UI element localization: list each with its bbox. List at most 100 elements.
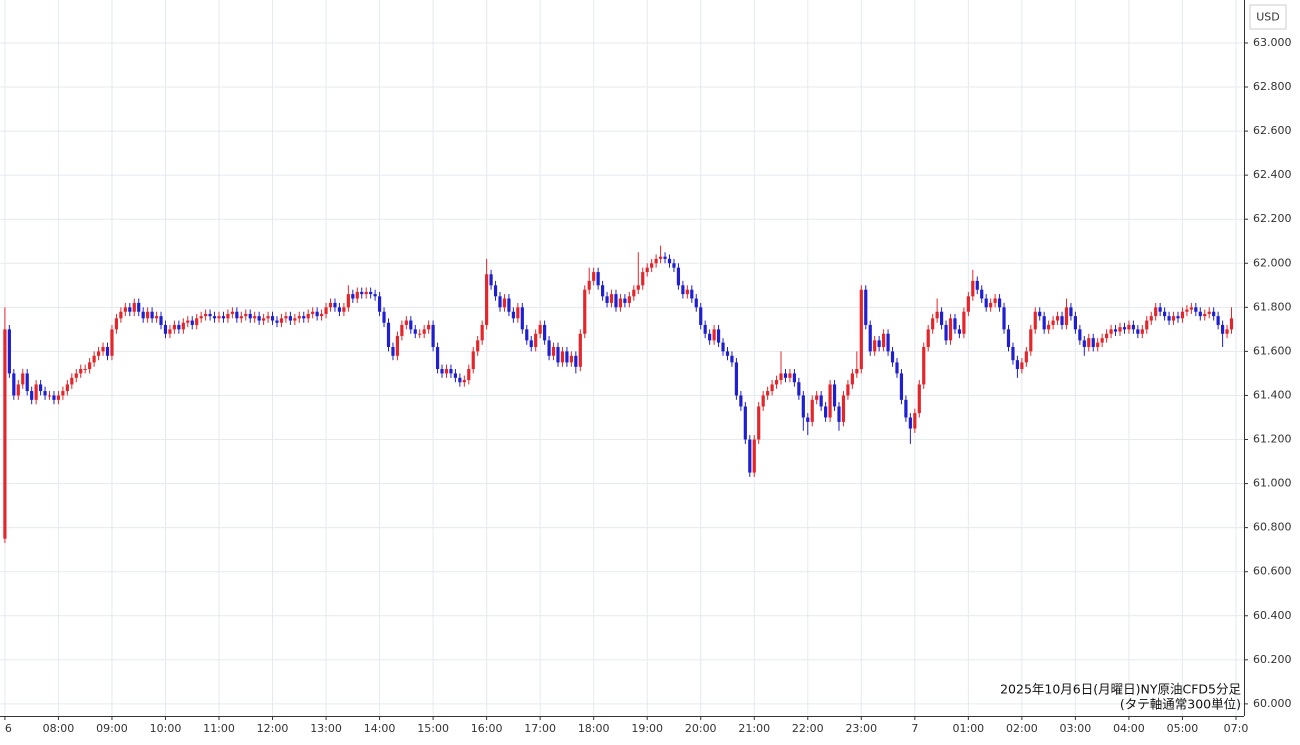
candle-body bbox=[1078, 329, 1082, 341]
candle-body bbox=[422, 329, 426, 334]
candle-body bbox=[38, 384, 43, 392]
candle-body bbox=[467, 369, 471, 381]
candle-body bbox=[1158, 307, 1162, 312]
candle-body bbox=[163, 324, 168, 334]
candle-body bbox=[400, 324, 404, 336]
y-tick-label: 60.200 bbox=[1253, 653, 1292, 666]
candle-body bbox=[725, 351, 730, 356]
candle-body bbox=[248, 313, 252, 319]
candle-body bbox=[386, 322, 391, 347]
candle-body bbox=[783, 373, 788, 378]
candle-body bbox=[1069, 307, 1073, 317]
candle-body bbox=[92, 355, 96, 363]
candle-body bbox=[551, 346, 556, 356]
candle-body bbox=[311, 311, 315, 314]
candle-body bbox=[172, 324, 177, 330]
candle-body bbox=[253, 316, 257, 319]
candle-body bbox=[650, 263, 654, 268]
candle-body bbox=[815, 395, 819, 400]
candle-body bbox=[132, 302, 136, 312]
candle-body bbox=[774, 380, 779, 385]
candle-body bbox=[440, 369, 444, 374]
candle-body bbox=[453, 373, 458, 378]
candle-body bbox=[583, 289, 587, 334]
candle-body bbox=[801, 395, 805, 418]
candle-body bbox=[502, 298, 507, 308]
candle-body bbox=[810, 399, 814, 422]
x-tick-label: 16:00 bbox=[471, 722, 503, 735]
y-tick-label: 63.000 bbox=[1253, 36, 1292, 49]
candle-body bbox=[1220, 324, 1225, 334]
candle-body bbox=[1113, 329, 1118, 332]
candle-body bbox=[1136, 329, 1140, 334]
grid bbox=[0, 0, 1248, 720]
candle-body bbox=[337, 307, 342, 312]
x-tick-label: 10:00 bbox=[150, 722, 182, 735]
candle-body bbox=[212, 316, 217, 319]
x-tick-label: 17:00 bbox=[524, 722, 556, 735]
candle-body bbox=[757, 406, 761, 440]
x-tick-label: 14:00 bbox=[364, 722, 396, 735]
y-tick-label: 62.600 bbox=[1253, 124, 1292, 137]
candle-body bbox=[1176, 316, 1180, 319]
y-tick-label: 60.600 bbox=[1253, 565, 1292, 578]
y-tick-label: 61.600 bbox=[1253, 344, 1292, 357]
candle-body bbox=[154, 316, 159, 319]
candle-body bbox=[797, 382, 801, 396]
candle-body bbox=[819, 395, 823, 407]
candle-body bbox=[846, 384, 850, 396]
candle-body bbox=[369, 291, 373, 295]
annotation: 2025年10月6日(月曜日)NY原油CFD5分足 bbox=[1000, 682, 1241, 697]
candle-body bbox=[217, 316, 221, 319]
candle-body bbox=[761, 395, 765, 407]
candle-body bbox=[493, 285, 498, 297]
candle-body bbox=[882, 333, 886, 347]
candle-body bbox=[556, 346, 560, 363]
candle-body bbox=[12, 373, 16, 396]
candle-body bbox=[1180, 311, 1185, 319]
candle-body bbox=[1216, 316, 1220, 325]
candle-body bbox=[1131, 324, 1135, 330]
y-tick-label: 62.400 bbox=[1253, 168, 1292, 181]
candle-body bbox=[712, 329, 716, 341]
candle-body bbox=[1064, 307, 1069, 325]
candle-body bbox=[382, 311, 386, 323]
candle-body bbox=[293, 318, 297, 321]
x-tick-label: 6 bbox=[5, 722, 12, 735]
candle-body bbox=[1229, 318, 1234, 330]
candle-body bbox=[1073, 316, 1077, 330]
candle-body bbox=[297, 316, 301, 319]
candle-body bbox=[25, 373, 29, 392]
candle-body bbox=[1154, 307, 1158, 317]
candle-body bbox=[525, 329, 529, 341]
candle-body bbox=[105, 346, 110, 356]
candle-body bbox=[1109, 329, 1113, 334]
candle-body bbox=[204, 313, 208, 317]
candle-body bbox=[685, 289, 689, 295]
candle-body bbox=[587, 280, 591, 290]
candle-body bbox=[1212, 311, 1216, 317]
candle-body bbox=[734, 362, 739, 396]
candle-body bbox=[1011, 346, 1015, 361]
candle-body bbox=[373, 294, 377, 297]
x-tick-label: 19:00 bbox=[631, 722, 663, 735]
candle-body bbox=[96, 351, 101, 356]
candle-body bbox=[886, 333, 890, 352]
candle-body bbox=[543, 324, 547, 341]
candle-body bbox=[1167, 316, 1171, 321]
candle-body bbox=[913, 413, 917, 429]
y-tick-label: 61.000 bbox=[1253, 477, 1292, 490]
candle-body bbox=[444, 369, 449, 374]
candle-body bbox=[779, 373, 783, 381]
candle-body bbox=[1042, 316, 1046, 330]
candle-body bbox=[565, 351, 569, 363]
candle-body bbox=[360, 291, 364, 295]
candle-body bbox=[1185, 309, 1189, 312]
candle-body bbox=[957, 329, 962, 334]
candle-body bbox=[908, 417, 912, 429]
candle-body bbox=[899, 373, 904, 400]
x-tick-label: 03:00 bbox=[1060, 722, 1092, 735]
candle-body bbox=[3, 329, 7, 539]
